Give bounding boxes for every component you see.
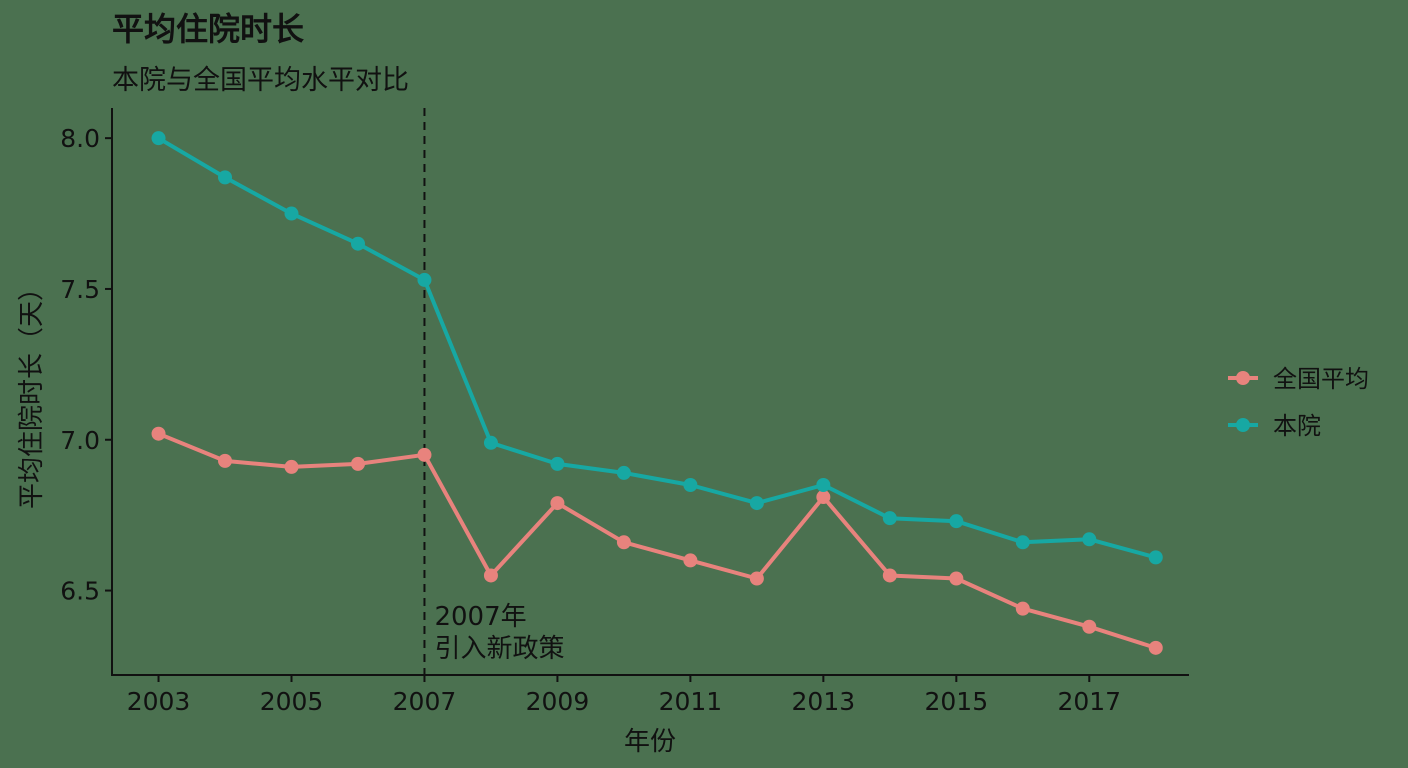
- data-point: [151, 131, 166, 146]
- data-point: [1015, 601, 1030, 616]
- y-axis-label: 平均住院时长（天）: [17, 275, 47, 509]
- chart-subtitle: 本院与全国平均水平对比: [112, 65, 409, 96]
- data-point: [350, 236, 365, 251]
- y-tick-label: 8.0: [60, 124, 100, 153]
- data-point: [284, 459, 299, 474]
- x-tick-label: 2003: [127, 687, 191, 716]
- data-point: [550, 496, 565, 511]
- data-point: [483, 568, 498, 583]
- data-point: [151, 426, 166, 441]
- x-tick-label: 2007: [393, 687, 457, 716]
- data-point: [417, 272, 432, 287]
- series-line-0: [156, 431, 1158, 650]
- x-tick-label: 2015: [925, 687, 989, 716]
- data-point: [616, 535, 631, 550]
- legend-swatch-point: [1236, 418, 1250, 432]
- data-point: [417, 447, 432, 462]
- data-point: [882, 568, 897, 583]
- x-tick-label: 2013: [792, 687, 856, 716]
- series-line-1: [156, 136, 1158, 560]
- data-point: [350, 456, 365, 471]
- y-tick-label: 7.0: [60, 426, 100, 455]
- data-point: [1148, 550, 1163, 565]
- data-point: [949, 514, 964, 529]
- x-tick-label: 2005: [260, 687, 324, 716]
- data-point: [1148, 640, 1163, 655]
- legend-label: 全国平均: [1273, 365, 1369, 393]
- data-point: [749, 571, 764, 586]
- data-point: [816, 490, 831, 505]
- plot-area: 6.5 7.0 7.5 8.0 2003 2005 2007 2009 2011 2013 2015…: [60, 108, 1163, 716]
- x-axis-label: 年份: [624, 727, 676, 757]
- legend-swatch-point: [1236, 371, 1250, 385]
- policy-annotation-text: 引入新政策: [434, 634, 564, 664]
- data-point: [683, 477, 698, 492]
- chart-title: 平均住院时长: [112, 10, 304, 48]
- data-point: [949, 571, 964, 586]
- data-point: [816, 477, 831, 492]
- policy-annotation-text: 2007年: [434, 602, 526, 632]
- data-point: [616, 465, 631, 480]
- x-tick-label: 2011: [659, 687, 723, 716]
- data-point: [218, 453, 233, 468]
- x-tick-label: 2017: [1057, 687, 1121, 716]
- y-tick-label: 7.5: [60, 275, 100, 304]
- data-point: [882, 511, 897, 526]
- data-point: [483, 435, 498, 450]
- data-point: [683, 553, 698, 568]
- legend-label: 本院: [1273, 412, 1321, 440]
- data-point: [550, 456, 565, 471]
- data-point: [1082, 532, 1097, 547]
- data-point: [749, 496, 764, 511]
- data-point: [284, 206, 299, 221]
- data-point: [1015, 535, 1030, 550]
- data-point: [218, 170, 233, 185]
- x-tick-label: 2009: [526, 687, 590, 716]
- y-tick-label: 6.5: [60, 577, 100, 606]
- data-point: [1082, 619, 1097, 634]
